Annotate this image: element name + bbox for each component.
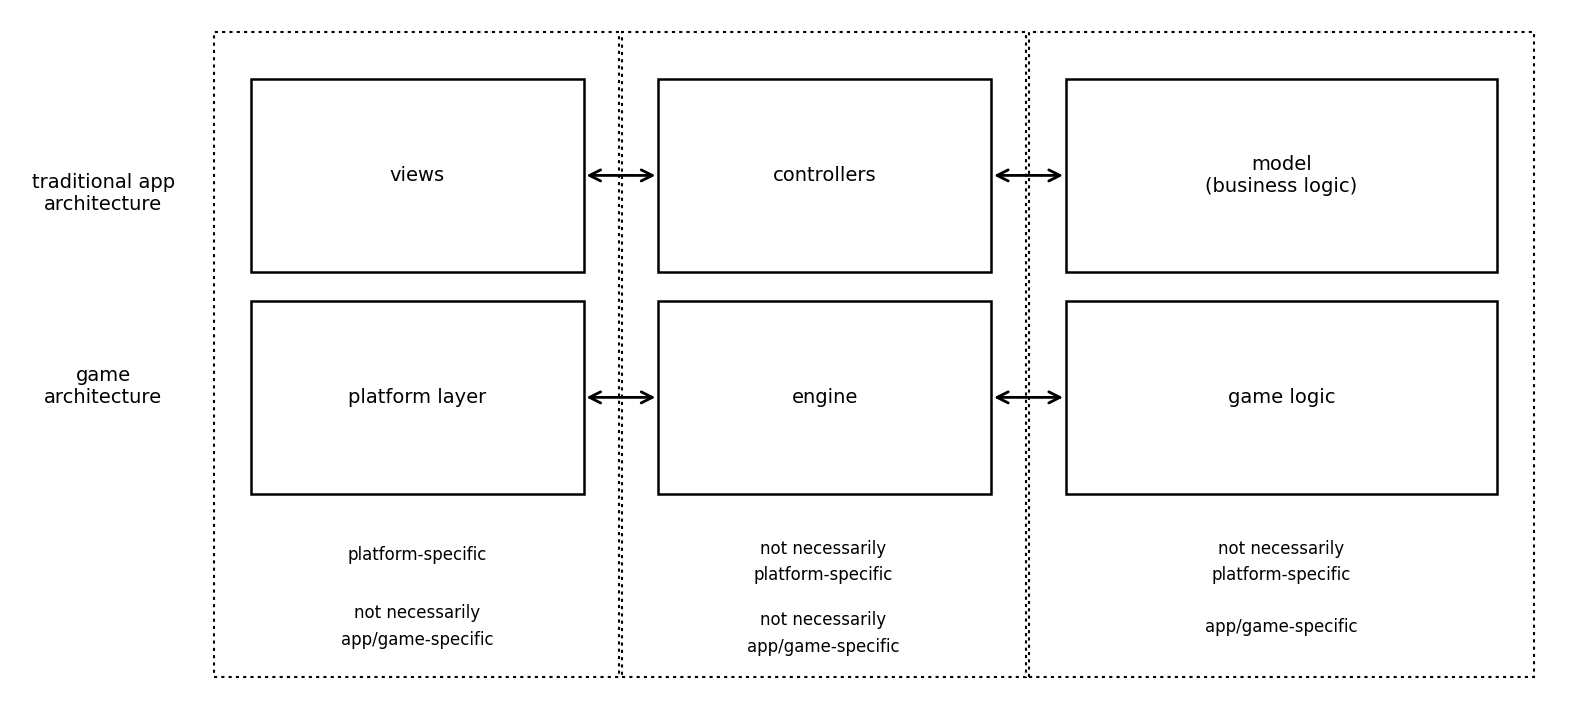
Text: model
(business logic): model (business logic) <box>1205 155 1358 196</box>
Text: engine: engine <box>791 388 858 407</box>
Text: not necessarily
platform-specific: not necessarily platform-specific <box>753 540 893 584</box>
FancyBboxPatch shape <box>251 301 584 494</box>
Text: views: views <box>390 166 444 185</box>
FancyBboxPatch shape <box>1066 301 1497 494</box>
FancyBboxPatch shape <box>1066 79 1497 272</box>
Text: not necessarily
app/game-specific: not necessarily app/game-specific <box>747 611 899 656</box>
Text: controllers: controllers <box>772 166 877 185</box>
Text: not necessarily
platform-specific: not necessarily platform-specific <box>1212 540 1351 584</box>
FancyBboxPatch shape <box>658 301 991 494</box>
Text: not necessarily
app/game-specific: not necessarily app/game-specific <box>341 604 493 649</box>
Text: app/game-specific: app/game-specific <box>1205 617 1358 636</box>
Text: game logic: game logic <box>1228 388 1335 407</box>
FancyBboxPatch shape <box>658 79 991 272</box>
Text: platform layer: platform layer <box>347 388 487 407</box>
Text: traditional app
architecture: traditional app architecture <box>32 173 174 214</box>
FancyBboxPatch shape <box>251 79 584 272</box>
Text: game
architecture: game architecture <box>44 366 162 407</box>
Text: platform-specific: platform-specific <box>347 546 487 564</box>
